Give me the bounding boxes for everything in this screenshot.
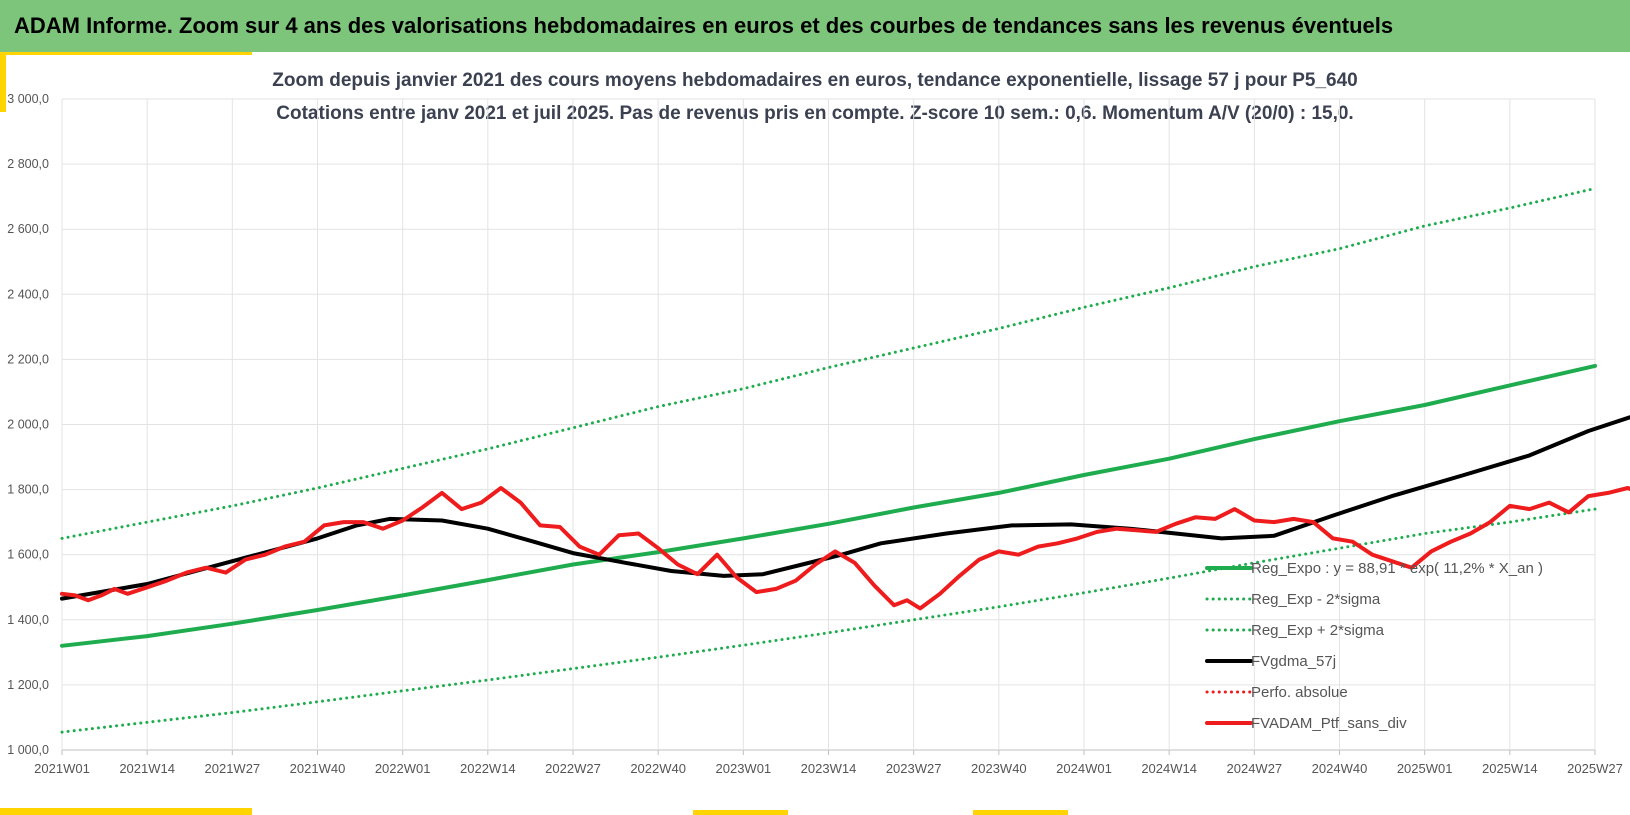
chart-series	[60, 187, 1630, 734]
x-tick-label: 2022W27	[545, 761, 601, 776]
x-tick-label: 2024W40	[1312, 761, 1368, 776]
y-tick-label: 1 800,0	[7, 483, 49, 497]
x-tick-label: 2021W01	[34, 761, 90, 776]
y-tick-label: 2 400,0	[7, 287, 49, 301]
y-tick-label: 2 800,0	[7, 157, 49, 171]
y-axis-ticks: 1 000,0 1 200,0 1 400,0 1 600,0 1 800,0 2 000…	[7, 92, 49, 757]
x-tick-label: 2023W40	[971, 761, 1027, 776]
y-tick-label: 2 200,0	[7, 352, 49, 366]
accent-stripe-bottom-mid	[693, 810, 788, 815]
y-tick-label: 3 000,0	[7, 92, 49, 106]
x-tick-label: 2023W27	[886, 761, 942, 776]
x-tick-label: 2023W14	[801, 761, 857, 776]
x-tick-label: 2025W27	[1567, 761, 1623, 776]
header-banner	[0, 0, 1630, 52]
x-tick-label: 2025W14	[1482, 761, 1538, 776]
x-tick-label: 2022W14	[460, 761, 516, 776]
y-tick-label: 1 000,0	[7, 743, 49, 757]
series-line-5	[60, 486, 1630, 611]
series-line-0	[60, 363, 1597, 648]
x-tick-label: 2025W01	[1397, 761, 1453, 776]
chart-grid	[61, 98, 1596, 755]
accent-stripe-left	[0, 52, 6, 112]
x-tick-label: 2022W01	[375, 761, 431, 776]
legend-label: FVgdma_57j	[1251, 653, 1336, 670]
x-tick-label: 2024W14	[1141, 761, 1197, 776]
x-tick-label: 2024W27	[1227, 761, 1283, 776]
y-tick-label: 1 200,0	[7, 678, 49, 692]
accent-stripe-bottom	[0, 808, 252, 815]
y-tick-label: 2 000,0	[7, 418, 49, 432]
y-tick-label: 1 600,0	[7, 548, 49, 562]
x-tick-label: 2022W40	[630, 761, 686, 776]
x-tick-label: 2023W01	[716, 761, 772, 776]
x-axis-ticks: 2021W01 2021W14 2021W27 2021W40 2022W01 2022W…	[34, 761, 1623, 776]
x-tick-label: 2024W01	[1056, 761, 1112, 776]
legend-label: FVADAM_Ptf_sans_div	[1251, 715, 1407, 732]
series-line-2	[60, 187, 1597, 540]
legend-label: Reg_Exp + 2*sigma	[1251, 622, 1385, 639]
chart-legend: Reg_Expo : y = 88,91 * exp( 11,2% * X_an…	[1205, 560, 1543, 732]
legend-label: Perfo. absolue	[1251, 684, 1348, 701]
page-title: ADAM Informe. Zoom sur 4 ans des valoris…	[14, 13, 1394, 38]
legend-label: Reg_Expo : y = 88,91 * exp( 11,2% * X_an…	[1251, 560, 1543, 577]
accent-stripe-top	[0, 52, 252, 55]
series-line-1	[60, 507, 1597, 734]
series-line-3	[60, 415, 1630, 601]
y-tick-label: 1 400,0	[7, 613, 49, 627]
x-tick-label: 2021W14	[119, 761, 175, 776]
chart-title: Zoom depuis janvier 2021 des cours moyen…	[272, 70, 1358, 91]
accent-stripe-bottom-mid2	[973, 810, 1068, 815]
x-tick-label: 2021W40	[290, 761, 346, 776]
legend-label: Reg_Exp - 2*sigma	[1251, 591, 1381, 608]
y-tick-label: 2 600,0	[7, 222, 49, 236]
x-tick-label: 2021W27	[205, 761, 261, 776]
